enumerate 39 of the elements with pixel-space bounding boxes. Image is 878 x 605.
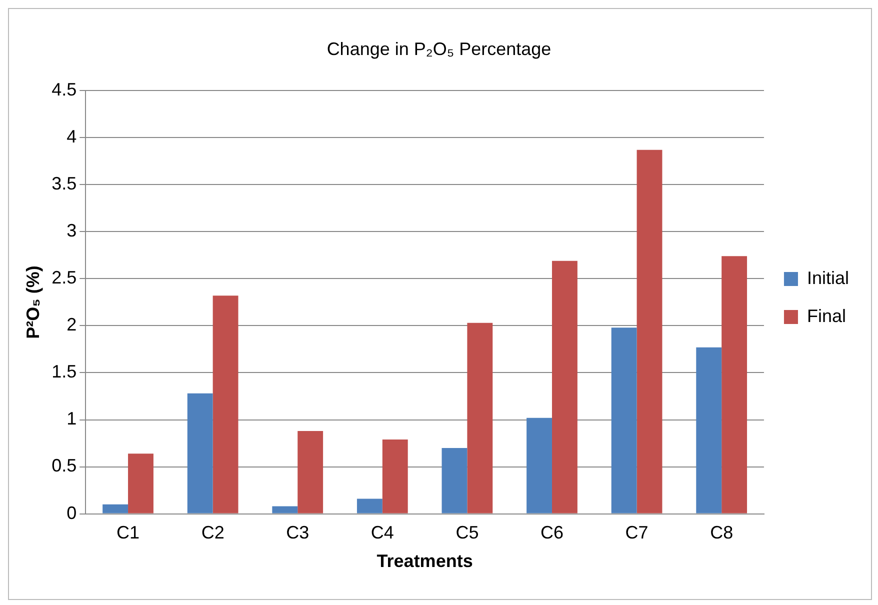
y-axis-title: P²O₅ (%) xyxy=(22,266,43,339)
bar xyxy=(552,260,578,514)
bar xyxy=(696,347,722,514)
y-tick-label: 4 xyxy=(66,126,77,147)
bar xyxy=(187,393,213,514)
y-tick-label: 0 xyxy=(66,502,77,523)
y-tick-label: 4.5 xyxy=(52,80,77,100)
y-tick-label: 3.5 xyxy=(52,174,77,194)
y-tick-label: 1 xyxy=(66,408,77,429)
x-axis-title: Treatments xyxy=(376,551,473,572)
x-tick-label: C8 xyxy=(710,522,734,543)
x-tick-label: C7 xyxy=(625,522,648,543)
chart-title: Change in P₂O₅ Percentage xyxy=(326,38,552,59)
y-tick-label: 0.5 xyxy=(52,456,77,476)
y-tick-label: 1.5 xyxy=(52,362,77,382)
bar xyxy=(467,322,493,514)
x-tick-label: C6 xyxy=(540,522,564,543)
bar xyxy=(722,256,748,514)
bar xyxy=(636,150,662,514)
legend-label: Initial xyxy=(806,268,850,288)
bar xyxy=(442,448,468,514)
bar xyxy=(212,296,238,514)
bar xyxy=(102,504,128,514)
x-tick-label: C4 xyxy=(370,522,394,543)
legend-label: Final xyxy=(806,306,846,326)
bar xyxy=(272,506,298,514)
bar xyxy=(611,328,637,514)
x-tick-label: C5 xyxy=(456,522,479,543)
bar xyxy=(128,454,154,514)
y-tick-label: 3 xyxy=(66,220,77,241)
y-tick-label: 2 xyxy=(66,314,77,335)
x-tick-label: C2 xyxy=(201,522,224,543)
bar xyxy=(382,440,408,514)
bar xyxy=(356,498,382,514)
x-tick-label: C1 xyxy=(116,522,140,543)
bar xyxy=(526,418,552,514)
bar xyxy=(298,431,324,514)
x-tick-label: C3 xyxy=(286,522,310,543)
y-tick-label: 2.5 xyxy=(52,268,77,288)
